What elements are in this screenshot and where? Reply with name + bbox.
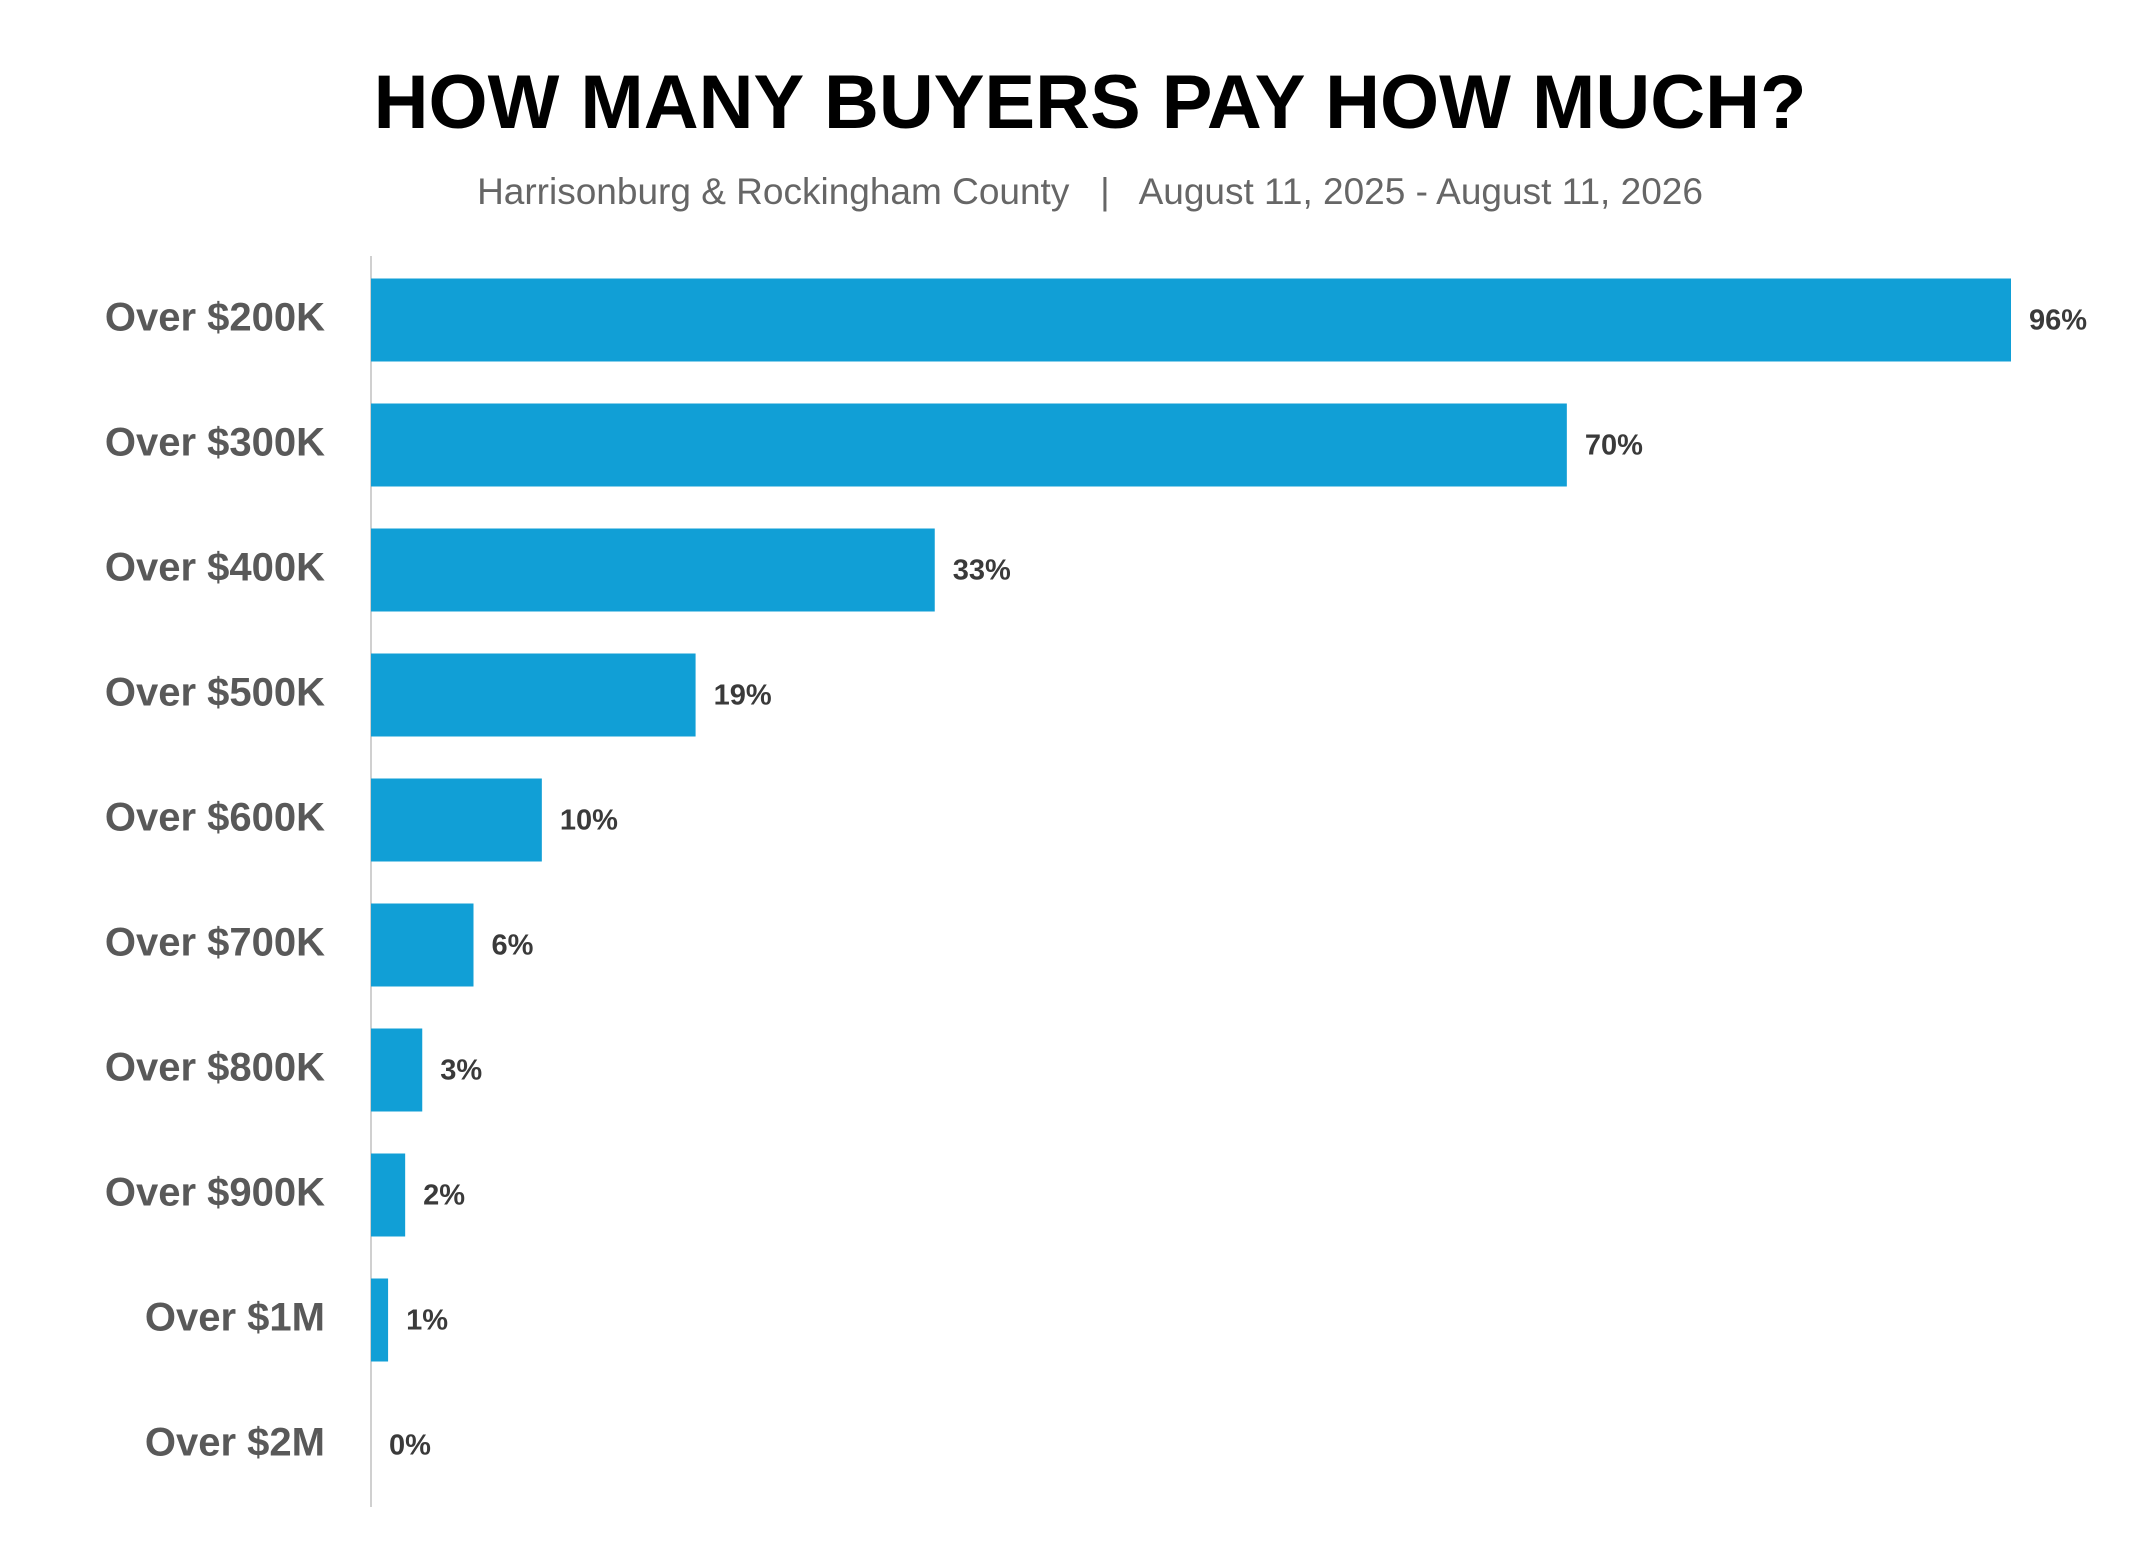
y-tick-label: Over $200K [105,296,325,340]
y-tick-label: Over $500K [105,671,325,715]
data-label: 70% [1585,430,1643,462]
y-tick-label: Over $800K [105,1046,325,1090]
chart-title: HOW MANY BUYERS PAY HOW MUCH? [374,60,1807,145]
data-label: 0% [389,1430,431,1462]
y-tick-label: Over $1M [145,1296,325,1340]
bar [371,903,474,987]
bar [371,1278,389,1362]
y-tick-label: Over $600K [105,796,325,840]
data-label: 33% [953,555,1011,587]
y-tick-label: Over $2M [145,1421,325,1465]
bar [371,1153,406,1237]
data-label: 3% [440,1055,482,1087]
bar [371,653,696,737]
data-label: 1% [406,1305,448,1337]
bar [371,278,2011,362]
bar [371,778,542,862]
data-label: 96% [2029,305,2087,337]
y-tick-label: Over $300K [105,421,325,465]
data-label: 6% [492,930,534,962]
y-tick-label: Over $900K [105,1171,325,1215]
data-label: 2% [423,1180,465,1212]
y-tick-label: Over $700K [105,921,325,965]
chart-subtitle: Harrisonburg & Rockingham County | Augus… [477,171,1703,212]
data-label: 19% [714,680,772,712]
y-tick-label: Over $400K [105,546,325,590]
bar [371,403,1567,487]
bar [371,1028,423,1112]
bar [371,528,935,612]
data-label: 10% [560,805,618,837]
